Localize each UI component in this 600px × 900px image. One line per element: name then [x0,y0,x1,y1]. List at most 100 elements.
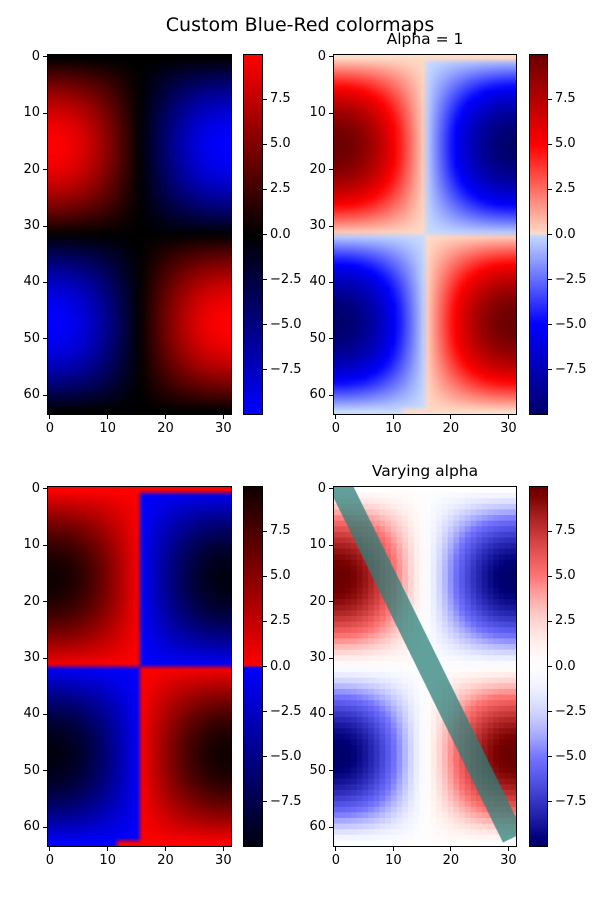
y-tick-label: 0 [31,48,40,64]
y-tick-label: 50 [309,330,326,346]
x-tick-label: 10 [99,853,116,868]
x-tick-mark [165,415,167,419]
x-tick-mark [335,415,337,419]
y-tick-mark [329,713,333,715]
y-tick-label: 50 [309,762,326,778]
y-tick-mark [43,488,47,490]
y-tick-label: 50 [23,762,40,778]
heatmap-top-right [333,54,517,415]
colorbar-tick-label: 0.0 [270,658,291,674]
y-tick-mark [43,338,47,340]
x-tick-label: 30 [215,421,232,436]
colorbar-tick-mark [263,530,267,532]
colorbar-tick-mark [548,711,552,713]
colorbar-tick-label: 7.5 [270,91,291,107]
colorbar-tick-label: −5.0 [555,316,587,332]
y-tick-label: 0 [317,48,326,64]
colorbar-tick-mark [263,369,267,371]
colorbar-tick-mark [263,575,267,577]
y-tick-mark [329,394,333,396]
y-tick-mark [43,281,47,283]
colorbar-tick-label: −7.5 [270,361,302,377]
y-tick-mark [43,544,47,546]
colorbar-tick-label: 0.0 [555,226,576,242]
x-tick-label: 20 [157,421,174,436]
colorbar-tick-label: −2.5 [555,703,587,719]
colorbar-tick-mark [548,369,552,371]
colorbar-tick-label: 5.0 [270,568,291,584]
x-tick-label: 20 [442,853,460,868]
y-tick-mark [329,601,333,603]
colorbar-tick-label: 2.5 [270,613,291,629]
colorbar-tick-mark [263,188,267,190]
y-tick-label: 30 [309,650,326,666]
y-tick-mark [329,338,333,340]
colorbar-tick-label: −7.5 [555,793,587,809]
y-tick-label: 40 [23,706,40,722]
colorbar-top-left [243,54,263,415]
x-tick-label: 30 [500,421,517,436]
colorbar-tick-label: −2.5 [555,271,587,287]
colorbar-tick-mark [263,756,267,758]
colorbar-tick-mark [548,530,552,532]
colorbar-bottom-left [243,486,263,847]
x-tick-mark [507,847,509,851]
x-tick-label: 0 [45,421,55,436]
x-tick-mark [450,847,452,851]
y-tick-label: 20 [309,161,326,177]
y-tick-label: 10 [309,105,326,121]
colorbar-tick-label: −7.5 [270,793,302,809]
y-tick-mark [329,657,333,659]
x-tick-mark [49,847,51,851]
x-tick-mark [107,847,109,851]
y-tick-mark [329,826,333,828]
colorbar-tick-label: 7.5 [555,523,576,539]
colorbar-tick-mark [548,666,552,667]
colorbar-tick-mark [263,324,267,326]
x-tick-mark [165,847,167,851]
colorbar-tick-label: −5.0 [270,748,302,764]
y-tick-label: 40 [309,706,326,722]
colorbar-tick-label: −5.0 [555,748,587,764]
x-tick-label: 20 [442,421,460,436]
y-tick-mark [329,544,333,546]
x-tick-mark [507,415,509,419]
colorbar-tick-label: 5.0 [555,568,576,584]
colorbar-tick-label: −2.5 [270,271,302,287]
colorbar-tick-mark [548,620,552,622]
y-tick-label: 60 [309,387,326,403]
x-tick-label: 30 [500,853,517,868]
y-tick-mark [43,112,47,114]
y-tick-label: 20 [23,161,40,177]
colorbar-tick-label: 0.0 [270,226,291,242]
axes-title-top-right: Alpha = 1 [386,30,464,48]
x-tick-mark [222,847,224,851]
colorbar-tick-mark [548,324,552,326]
x-tick-label: 0 [331,853,341,868]
colorbar-top-right [529,54,548,415]
y-tick-mark [329,225,333,227]
y-tick-label: 0 [31,480,40,496]
x-tick-label: 30 [215,853,232,868]
x-tick-mark [392,415,394,419]
x-tick-label: 10 [385,853,402,868]
axes-title-bottom-right: Varying alpha [371,462,479,480]
y-tick-mark [43,56,47,58]
heatmap-bottom-right [333,486,517,847]
y-tick-label: 10 [23,537,40,553]
y-tick-label: 50 [23,330,40,346]
x-tick-label: 10 [99,421,116,436]
colorbar-tick-label: 7.5 [270,523,291,539]
colorbar-tick-label: 2.5 [555,181,576,197]
colorbar-tick-mark [548,801,552,803]
y-tick-label: 20 [23,593,40,609]
colorbar-tick-mark [263,801,267,803]
x-tick-label: 20 [157,853,174,868]
y-tick-mark [43,657,47,659]
x-tick-mark [450,415,452,419]
colorbar-tick-mark [263,620,267,622]
x-tick-mark [392,847,394,851]
y-tick-mark [43,169,47,171]
colorbar-tick-mark [263,666,267,667]
y-tick-mark [329,281,333,283]
